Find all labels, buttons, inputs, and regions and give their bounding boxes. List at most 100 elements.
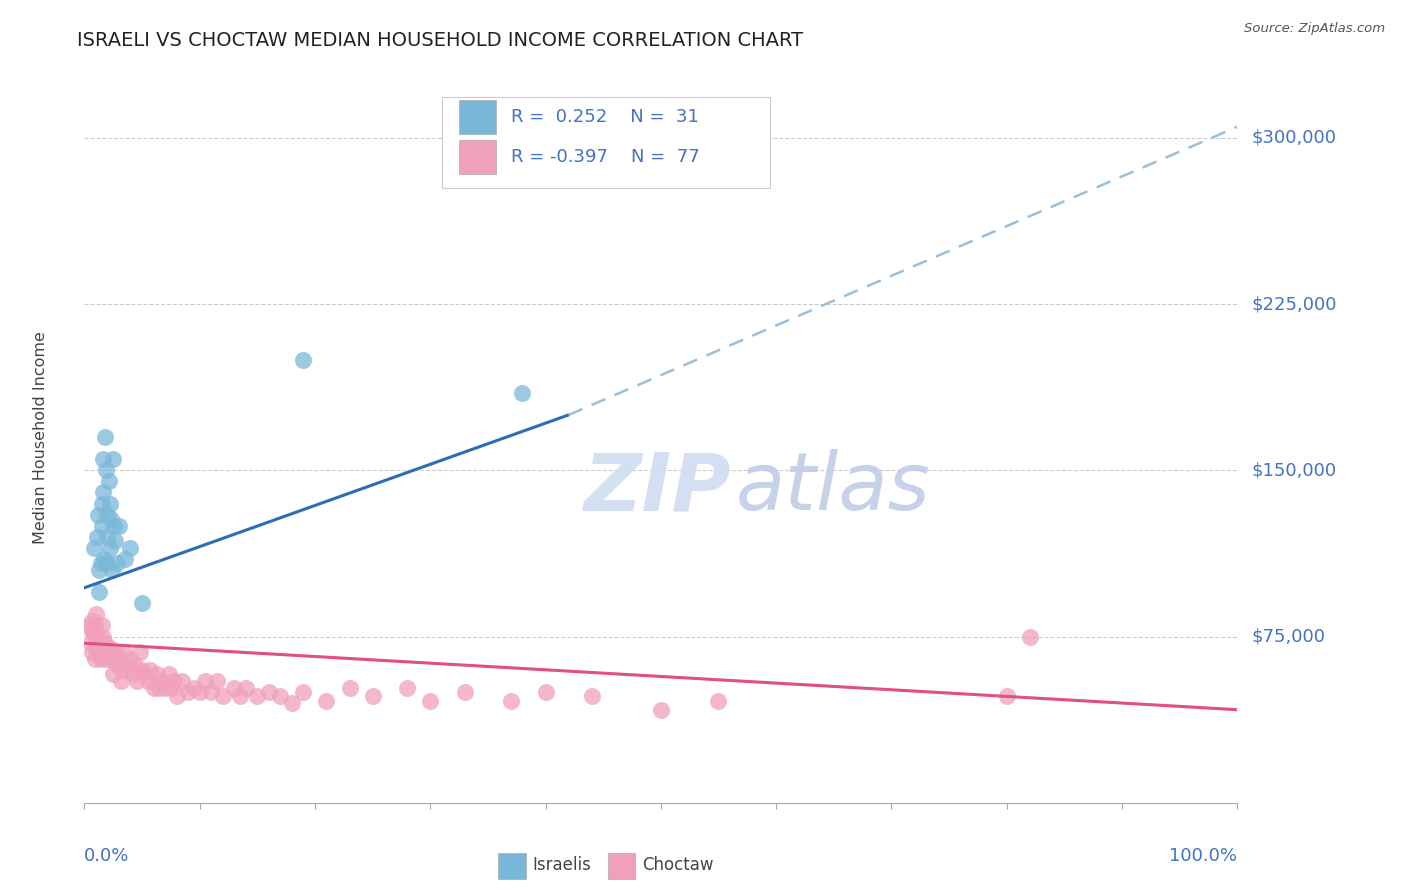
Point — [150, 673, 173, 688]
Point — [120, 541, 142, 555]
Text: atlas: atlas — [735, 450, 931, 527]
Point — [512, 385, 534, 400]
Point — [89, 585, 111, 599]
Point — [86, 530, 108, 544]
Point — [97, 475, 120, 489]
Point — [124, 658, 146, 673]
Point — [91, 630, 114, 644]
Point — [163, 673, 186, 688]
Point — [82, 614, 104, 628]
Point — [94, 636, 117, 650]
Point — [194, 673, 217, 688]
Point — [315, 694, 337, 708]
Point — [396, 681, 419, 695]
Point — [98, 640, 121, 655]
Point — [96, 508, 118, 522]
Point — [211, 690, 233, 704]
Point — [96, 530, 118, 544]
Point — [146, 667, 169, 681]
Text: ZIP: ZIP — [582, 450, 730, 527]
Point — [83, 651, 105, 665]
Point — [205, 673, 228, 688]
FancyBboxPatch shape — [498, 854, 526, 879]
Point — [83, 618, 105, 632]
Point — [80, 623, 103, 637]
Point — [90, 497, 112, 511]
Point — [136, 673, 159, 688]
Point — [269, 690, 291, 704]
Point — [120, 651, 142, 665]
Point — [148, 681, 170, 695]
Point — [172, 673, 194, 688]
Point — [419, 694, 441, 708]
Point — [96, 557, 118, 571]
Point — [86, 630, 108, 644]
Point — [292, 685, 315, 699]
Point — [104, 534, 127, 549]
Text: $75,000: $75,000 — [1251, 628, 1326, 646]
Point — [108, 518, 131, 533]
FancyBboxPatch shape — [460, 101, 496, 134]
Point — [188, 685, 211, 699]
Point — [105, 658, 128, 673]
Point — [96, 645, 118, 659]
Point — [177, 685, 200, 699]
Text: Israelis: Israelis — [533, 856, 592, 874]
Point — [361, 690, 384, 704]
Point — [131, 596, 153, 610]
Point — [91, 485, 114, 500]
Point — [90, 618, 112, 632]
Point — [87, 636, 110, 650]
Point — [83, 541, 105, 555]
Point — [114, 552, 136, 566]
Point — [166, 690, 188, 704]
Text: $300,000: $300,000 — [1251, 128, 1336, 147]
Point — [90, 518, 112, 533]
Text: Choctaw: Choctaw — [643, 856, 714, 874]
Text: Median Household Income: Median Household Income — [34, 331, 48, 543]
Point — [112, 645, 135, 659]
Point — [995, 690, 1018, 704]
Point — [93, 552, 115, 566]
Text: $150,000: $150,000 — [1251, 461, 1336, 479]
Point — [153, 681, 176, 695]
Text: R = -0.397    N =  77: R = -0.397 N = 77 — [510, 148, 700, 166]
Point — [650, 703, 672, 717]
Point — [108, 651, 131, 665]
Point — [534, 685, 557, 699]
Point — [84, 607, 107, 622]
Point — [91, 452, 114, 467]
Point — [89, 645, 111, 659]
Point — [121, 667, 143, 681]
Point — [281, 696, 304, 710]
Point — [110, 673, 132, 688]
Text: $225,000: $225,000 — [1251, 295, 1337, 313]
Text: 0.0%: 0.0% — [84, 847, 129, 864]
Point — [94, 430, 117, 444]
Point — [103, 518, 125, 533]
Point — [104, 645, 127, 659]
Point — [581, 690, 603, 704]
Point — [128, 645, 150, 659]
Text: R =  0.252    N =  31: R = 0.252 N = 31 — [510, 108, 699, 127]
Point — [89, 557, 111, 571]
Point — [707, 694, 730, 708]
Point — [114, 663, 136, 677]
Text: Source: ZipAtlas.com: Source: ZipAtlas.com — [1244, 22, 1385, 36]
Point — [257, 685, 280, 699]
Point — [339, 681, 361, 695]
Point — [89, 563, 111, 577]
FancyBboxPatch shape — [607, 854, 636, 879]
Point — [103, 667, 124, 681]
Point — [89, 651, 111, 665]
Point — [87, 508, 110, 522]
Point — [98, 497, 121, 511]
Point — [183, 681, 205, 695]
Point — [84, 640, 107, 655]
Point — [82, 645, 104, 659]
Point — [134, 667, 156, 681]
Point — [96, 651, 118, 665]
Point — [101, 563, 124, 577]
Point — [105, 557, 128, 571]
FancyBboxPatch shape — [460, 140, 496, 174]
